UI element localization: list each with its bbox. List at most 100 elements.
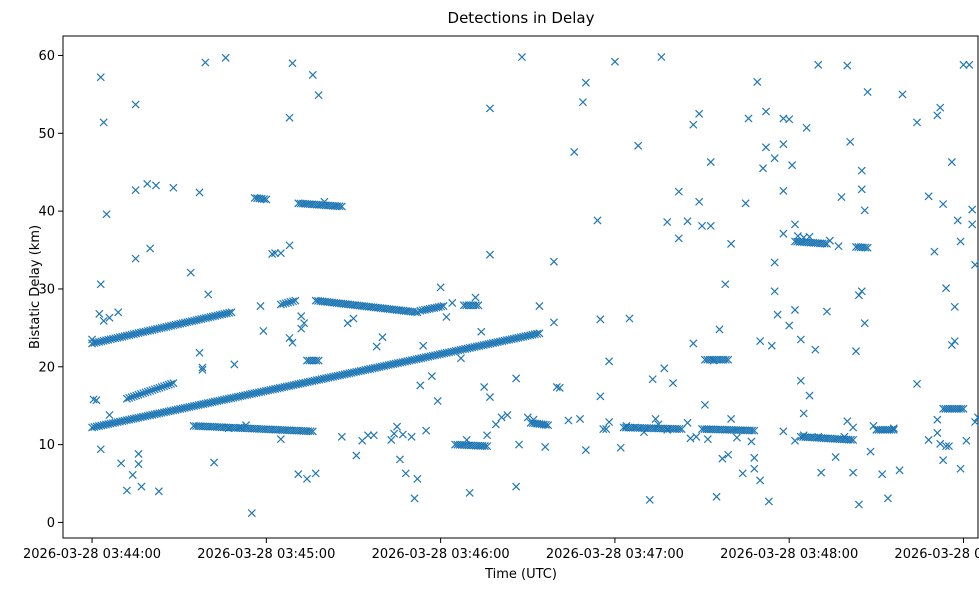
x-tick-label: 2026-03-28 03:47:00 — [546, 547, 684, 562]
data-point — [639, 428, 648, 437]
data-point — [849, 435, 858, 444]
data-point — [160, 323, 169, 332]
data-point — [101, 336, 111, 345]
data-point — [689, 339, 698, 348]
data-point — [157, 382, 166, 392]
data-point — [137, 482, 146, 491]
data-point — [349, 314, 358, 323]
data-point — [134, 329, 143, 338]
data-point — [581, 78, 590, 87]
data-point — [96, 280, 105, 289]
data-point — [413, 474, 422, 483]
data-point — [756, 476, 765, 485]
data-point — [535, 329, 544, 338]
data-point — [549, 318, 558, 327]
data-point — [136, 389, 145, 399]
data-point — [122, 331, 131, 340]
data-point — [817, 468, 826, 477]
data-point — [581, 446, 590, 455]
data-point — [738, 469, 747, 478]
data-point — [843, 61, 852, 70]
data-point — [416, 381, 425, 390]
y-axis: 0 10 20 30 40 50 60 — [38, 49, 63, 531]
data-point — [570, 147, 579, 156]
x-tick-label: 2026-03-28 03:49:00 — [894, 547, 979, 562]
data-point — [947, 340, 956, 350]
data-point — [695, 109, 704, 118]
data-markers — [88, 52, 979, 518]
data-point — [790, 305, 800, 314]
data-point — [683, 418, 692, 427]
data-point — [840, 432, 849, 441]
data-point — [471, 301, 480, 310]
data-point — [222, 309, 231, 318]
data-point — [151, 181, 160, 190]
data-point — [503, 411, 512, 420]
data-point — [947, 158, 956, 167]
data-point — [727, 239, 736, 248]
data-point — [308, 70, 317, 79]
data-point — [288, 297, 297, 306]
data-point — [141, 388, 150, 397]
data-point — [297, 324, 306, 333]
data-point — [285, 241, 294, 250]
data-point — [759, 164, 768, 173]
data-point — [146, 386, 155, 395]
data-point — [814, 432, 823, 441]
data-point — [834, 242, 843, 251]
data-point — [866, 447, 875, 456]
data-point — [663, 425, 672, 434]
data-point — [271, 249, 280, 258]
y-tick-label: 30 — [38, 282, 55, 297]
data-point — [805, 232, 814, 241]
data-point — [96, 73, 105, 82]
data-point — [372, 342, 381, 351]
data-point — [211, 311, 220, 320]
data-point — [114, 308, 123, 317]
data-point — [788, 161, 797, 170]
data-point — [861, 243, 870, 252]
data-point — [483, 431, 492, 440]
data-point — [674, 187, 683, 196]
data-point — [419, 341, 428, 350]
data-point — [167, 321, 176, 330]
data-point — [843, 417, 852, 426]
data-point — [773, 310, 782, 319]
data-point — [462, 435, 471, 444]
data-point — [118, 332, 127, 341]
data-point — [247, 509, 256, 518]
data-point — [187, 317, 196, 326]
data-point — [846, 137, 855, 146]
data-point — [747, 437, 756, 446]
data-point — [593, 216, 602, 225]
data-point — [343, 319, 352, 328]
data-point — [950, 302, 959, 311]
data-point — [956, 464, 965, 473]
data-point — [230, 360, 239, 369]
data-point — [724, 450, 733, 459]
data-point — [150, 325, 159, 334]
data-point — [756, 337, 765, 346]
data-point — [596, 392, 605, 401]
data-point — [822, 307, 831, 316]
data-point — [286, 297, 295, 306]
data-point — [860, 206, 869, 215]
data-point — [276, 300, 285, 309]
data-point — [971, 418, 979, 427]
data-point — [939, 456, 948, 465]
data-point — [139, 389, 148, 398]
data-point — [512, 482, 521, 491]
x-tick-label: 2026-03-28 03:45:00 — [197, 547, 335, 562]
data-point — [485, 250, 495, 259]
data-point — [837, 193, 846, 202]
data-point — [854, 291, 863, 300]
data-point — [208, 312, 217, 321]
data-point — [727, 414, 736, 423]
data-point — [631, 423, 640, 432]
data-point — [950, 337, 959, 346]
data-point — [602, 425, 611, 434]
data-point — [721, 355, 730, 364]
data-point — [88, 335, 97, 344]
data-point — [302, 474, 312, 483]
